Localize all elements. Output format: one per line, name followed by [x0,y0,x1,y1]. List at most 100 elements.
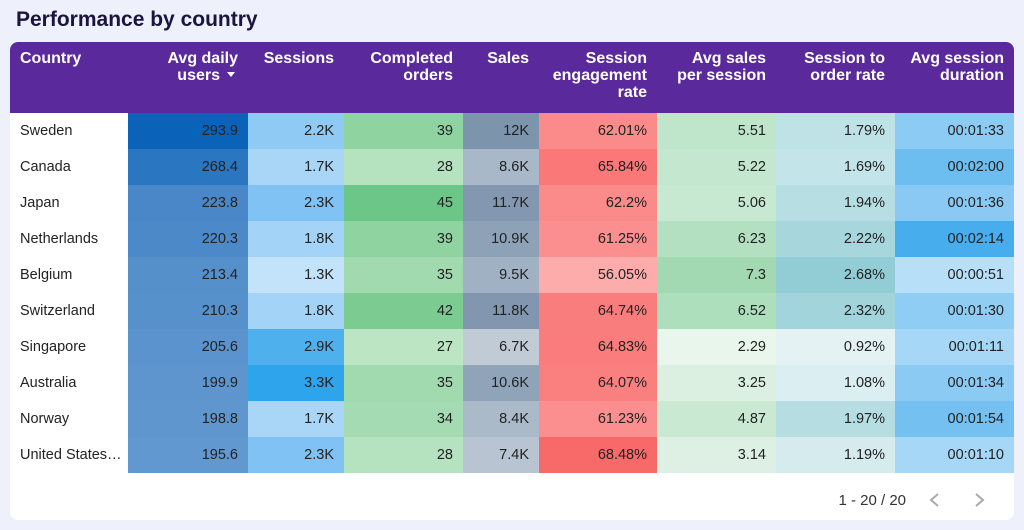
metric-cell: 205.6 [128,329,248,365]
column-header[interactable]: Avg sales per session [657,42,776,113]
next-page[interactable] [964,490,994,510]
metric-cell: 11.7K [463,185,539,221]
metric-cell: 2.9K [248,329,344,365]
metric-cell: 213.4 [128,257,248,293]
metric-cell: 7.4K [463,437,539,473]
table-row: Australia 199.9 3.3K 35 10.6K 64.07% 3.25 1.08%… [10,365,1014,401]
column-label: Sales [487,50,529,67]
table: Country Avg daily users Sessions Completed … [10,42,1014,473]
metric-cell: 00:01:11 [895,329,1014,365]
country-cell: United States… [10,437,128,473]
table-row: Norway 198.8 1.7K 34 8.4K 61.23% 4.87 1.97% 00:0… [10,401,1014,437]
metric-cell: 2.32% [776,293,895,329]
metric-cell: 6.23 [657,221,776,257]
column-header[interactable]: Avg session duration [895,42,1014,113]
metric-cell: 62.01% [539,113,657,149]
table-row: Japan 223.8 2.3K 45 11.7K 62.2% 5.06 1.94% 00:01… [10,185,1014,221]
column-label: Session engagement rate [552,50,647,101]
column-header[interactable]: Completed orders [344,42,463,113]
metric-cell: 39 [344,113,463,149]
column-header[interactable]: Sales [463,42,539,113]
metric-cell: 27 [344,329,463,365]
table-row: Switzerland 210.3 1.8K 42 11.8K 64.74% 6.52 2.3… [10,293,1014,329]
table-body: Sweden 293.9 2.2K 39 12K 62.01% 5.51 1.79% 00:01… [10,113,1014,473]
prev-page[interactable] [920,490,950,510]
metric-cell: 61.25% [539,221,657,257]
metric-cell: 2.22% [776,221,895,257]
metric-cell: 1.79% [776,113,895,149]
metric-cell: 1.69% [776,149,895,185]
metric-cell: 6.52 [657,293,776,329]
metric-cell: 00:01:54 [895,401,1014,437]
metric-cell: 2.68% [776,257,895,293]
metric-cell: 2.3K [248,185,344,221]
metric-cell: 00:02:00 [895,149,1014,185]
metric-cell: 2.2K [248,113,344,149]
metric-cell: 3.3K [248,365,344,401]
metric-cell: 61.23% [539,401,657,437]
column-header[interactable]: Sessions [248,42,344,113]
column-label: Avg daily users [167,50,238,84]
column-label: Completed orders [370,50,453,84]
metric-cell: 1.94% [776,185,895,221]
metric-cell: 1.08% [776,365,895,401]
metric-cell: 2.3K [248,437,344,473]
metric-cell: 00:02:14 [895,221,1014,257]
metric-cell: 1.19% [776,437,895,473]
country-cell: Switzerland [10,293,128,329]
country-cell: Canada [10,149,128,185]
metric-cell: 64.74% [539,293,657,329]
column-header[interactable]: Avg daily users [128,42,248,113]
metric-cell: 56.05% [539,257,657,293]
country-cell: Australia [10,365,128,401]
metric-cell: 7.3 [657,257,776,293]
metric-cell: 5.22 [657,149,776,185]
metric-cell: 1.8K [248,293,344,329]
page-label: 1 - 20 / 20 [838,491,906,509]
metric-cell: 35 [344,365,463,401]
metric-cell: 00:01:10 [895,437,1014,473]
metric-cell: 293.9 [128,113,248,149]
pagination: 1 - 20 / 20 [838,490,994,510]
metric-cell: 1.3K [248,257,344,293]
metric-cell: 5.51 [657,113,776,149]
table-row: Canada 268.4 1.7K 28 8.6K 65.84% 5.22 1.69% 00:0… [10,149,1014,185]
metric-cell: 3.14 [657,437,776,473]
column-header[interactable]: Session to order rate [776,42,895,113]
metric-cell: 45 [344,185,463,221]
metric-cell: 12K [463,113,539,149]
table-row: Netherlands 220.3 1.8K 39 10.9K 61.25% 6.23 2.2… [10,221,1014,257]
metric-cell: 10.6K [463,365,539,401]
metric-cell: 198.8 [128,401,248,437]
table-row: Sweden 293.9 2.2K 39 12K 62.01% 5.51 1.79% 00:01… [10,113,1014,149]
column-label: Country [20,50,82,67]
metric-cell: 28 [344,437,463,473]
metric-cell: 220.3 [128,221,248,257]
metric-cell: 00:01:30 [895,293,1014,329]
country-cell: Netherlands [10,221,128,257]
column-header[interactable]: Session engagement rate [539,42,657,113]
metric-cell: 1.7K [248,401,344,437]
metric-cell: 9.5K [463,257,539,293]
metric-cell: 65.84% [539,149,657,185]
metric-cell: 34 [344,401,463,437]
metric-cell: 11.8K [463,293,539,329]
metric-cell: 3.25 [657,365,776,401]
metric-cell: 00:01:34 [895,365,1014,401]
metric-cell: 62.2% [539,185,657,221]
country-cell: Singapore [10,329,128,365]
metric-cell: 0.92% [776,329,895,365]
metric-cell: 64.07% [539,365,657,401]
metric-cell: 195.6 [128,437,248,473]
column-header[interactable]: Country [10,42,128,113]
country-cell: Sweden [10,113,128,149]
metric-cell: 68.48% [539,437,657,473]
metric-cell: 35 [344,257,463,293]
metric-cell: 5.06 [657,185,776,221]
country-cell: Belgium [10,257,128,293]
metric-cell: 1.8K [248,221,344,257]
card: Country Avg daily users Sessions Completed … [10,42,1014,520]
country-cell: Norway [10,401,128,437]
metric-cell: 210.3 [128,293,248,329]
